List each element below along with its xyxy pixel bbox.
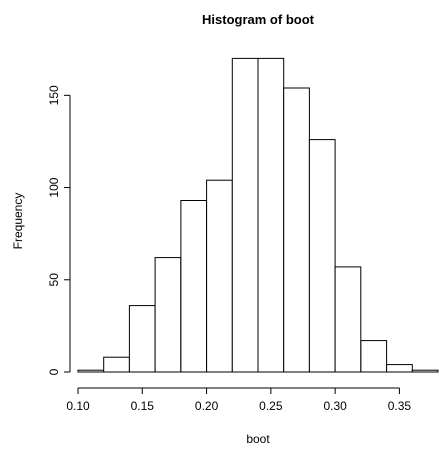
x-tick-label: 0.15 bbox=[131, 399, 155, 413]
histogram-bar bbox=[308, 139, 336, 373]
y-tick-label: 0 bbox=[47, 368, 61, 375]
histogram-bar bbox=[180, 200, 208, 373]
x-axis: 0.10 0.15 0.20 0.25 0.30 0.35 bbox=[66, 387, 412, 413]
histogram-bar bbox=[411, 369, 439, 373]
x-tick-label: 0.20 bbox=[195, 399, 219, 413]
histogram-bar bbox=[154, 257, 182, 373]
y-tick-label: 100 bbox=[47, 177, 61, 197]
histogram-bar bbox=[360, 340, 388, 373]
x-axis-label: boot bbox=[246, 432, 270, 446]
x-tick-label: 0.35 bbox=[388, 399, 412, 413]
y-axis-label: Frequency bbox=[11, 193, 25, 250]
histogram-bar bbox=[283, 87, 310, 373]
histogram-bar bbox=[334, 266, 362, 373]
histogram-bar bbox=[257, 57, 285, 373]
x-tick-label: 0.25 bbox=[259, 399, 283, 413]
chart-title: Histogram of boot bbox=[202, 12, 315, 27]
y-axis: 0 50 100 150 bbox=[47, 85, 71, 375]
histogram-bar bbox=[206, 179, 233, 373]
histogram-bars bbox=[77, 57, 439, 373]
x-tick-label: 0.10 bbox=[66, 399, 90, 413]
histogram-bar bbox=[386, 364, 413, 373]
x-tick-label: 0.30 bbox=[323, 399, 347, 413]
y-tick-label: 50 bbox=[47, 273, 61, 287]
histogram-bar bbox=[128, 305, 156, 373]
histogram-bar bbox=[77, 369, 105, 373]
y-tick-label: 150 bbox=[47, 85, 61, 105]
histogram-bar bbox=[231, 57, 259, 373]
histogram-bar bbox=[103, 356, 130, 373]
